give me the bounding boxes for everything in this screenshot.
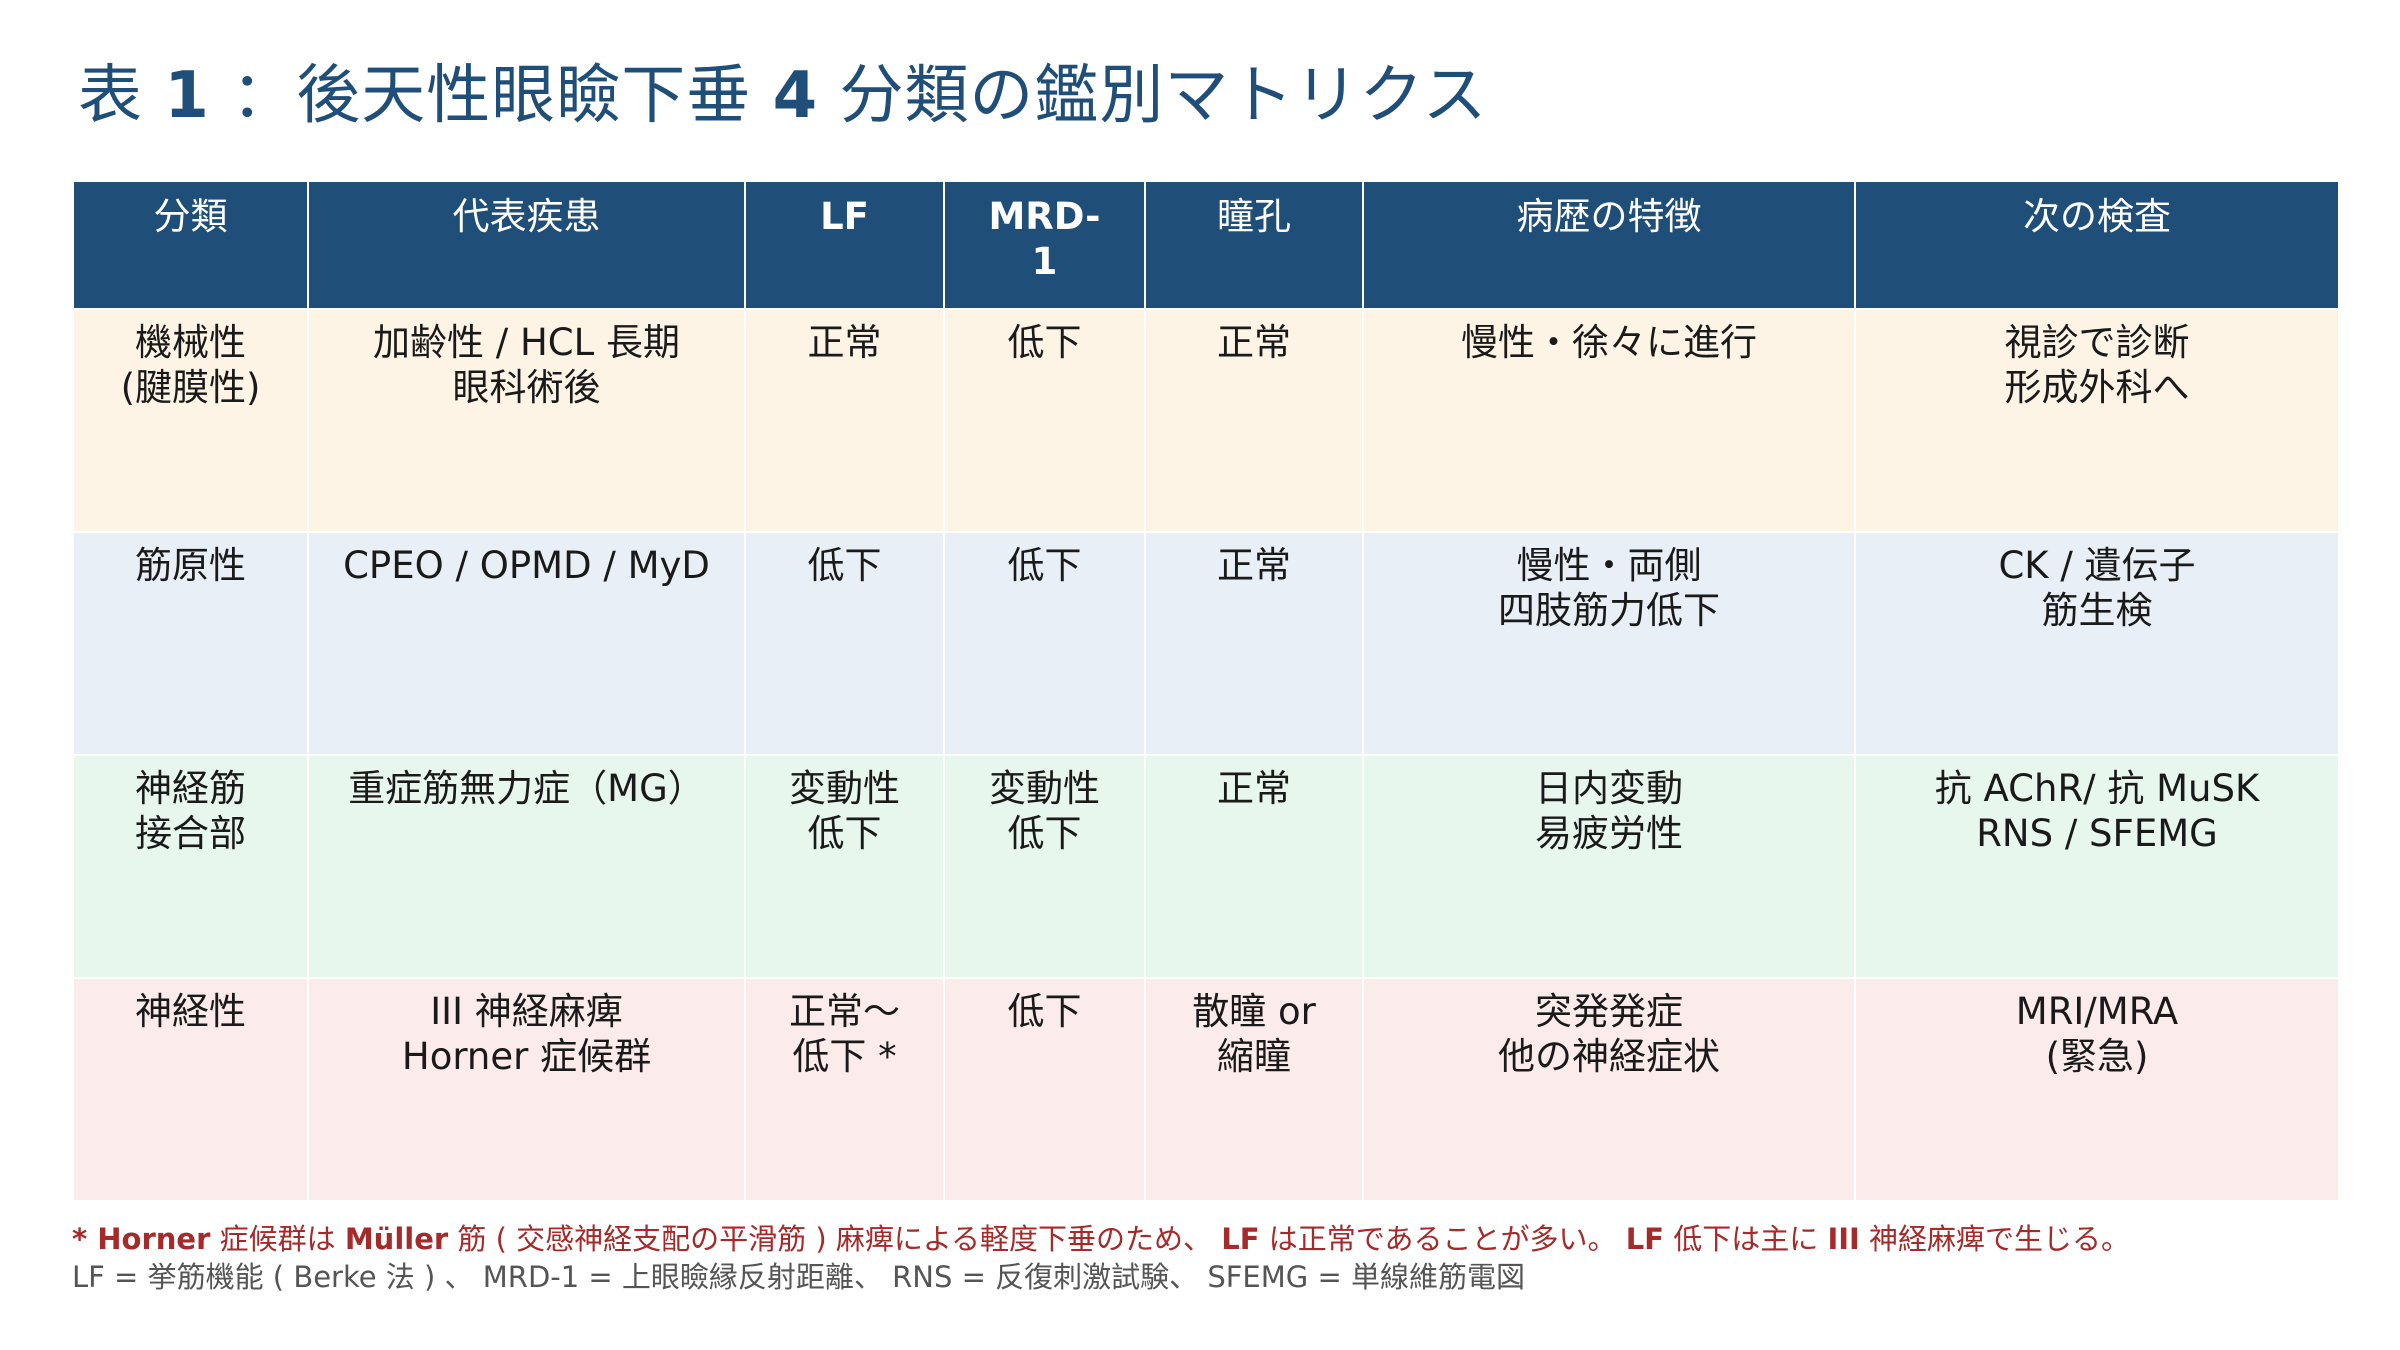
table-cell: 神経性 xyxy=(72,977,309,1202)
footnote-part: 神経麻痺で生じる。 xyxy=(1859,1222,2131,1256)
table-cell: CK / 遺伝子 筋生検 xyxy=(1854,531,2340,756)
table-cell: 低下 xyxy=(943,308,1146,533)
footnote-abbreviations: LF = 挙筋機能 ( Berke 法 ) 、 MRD-1 = 上眼瞼縁反射距離… xyxy=(72,1260,1525,1294)
table-cell: 正常 xyxy=(744,308,945,533)
header-next-test: 次の検査 xyxy=(1854,180,2340,310)
differential-matrix-table: 分類 代表疾患 LF MRD- 1 瞳孔 病歴の特徴 次の検査 機械性 (腱膜性… xyxy=(72,180,2340,1202)
table-cell: 正常 xyxy=(1144,754,1364,979)
table-cell: 正常 xyxy=(1144,308,1364,533)
title-count: 4 xyxy=(772,59,819,133)
footnote-part: LF xyxy=(1625,1222,1664,1256)
header-disease: 代表疾患 xyxy=(307,180,746,310)
table-cell: 低下 xyxy=(943,977,1146,1202)
table-cell: 正常 xyxy=(1144,531,1364,756)
table-cell: III 神経麻痺 Horner 症候群 xyxy=(307,977,746,1202)
table-cell: 視診で診断 形成外科へ xyxy=(1854,308,2340,533)
table-cell: 筋原性 xyxy=(72,531,309,756)
table-row-myogenic: 筋原性 CPEO / OPMD / MyD 低下 低下 正常 慢性・両側 四肢筋… xyxy=(72,531,2340,756)
header-lf: LF xyxy=(744,180,945,310)
table-cell: 低下 xyxy=(943,531,1146,756)
table-cell: MRI/MRA (緊急) xyxy=(1854,977,2340,1202)
table-cell: 加齢性 / HCL 長期 眼科術後 xyxy=(307,308,746,533)
header-history: 病歴の特徴 xyxy=(1362,180,1856,310)
table-cell: 神経筋 接合部 xyxy=(72,754,309,979)
table-cell: 正常〜 低下 * xyxy=(744,977,945,1202)
table-cell: CPEO / OPMD / MyD xyxy=(307,531,746,756)
title-number: 1 xyxy=(164,59,210,133)
footnote-part: 症候群は xyxy=(210,1222,345,1256)
footnote-part: 低下は主に xyxy=(1664,1222,1828,1256)
table-cell: 突発発症 他の神経症状 xyxy=(1362,977,1856,1202)
table-cell: 抗 AChR/ 抗 MuSK RNS / SFEMG xyxy=(1854,754,2340,979)
header-category: 分類 xyxy=(72,180,309,310)
table-row-nmj: 神経筋 接合部 重症筋無力症（MG） 変動性 低下 変動性 低下 正常 日内変動… xyxy=(72,754,2340,979)
footnote-horner: * Horner 症候群は Müller 筋 ( 交感神経支配の平滑筋 ) 麻痺… xyxy=(72,1216,2130,1258)
table-cell: 慢性・両側 四肢筋力低下 xyxy=(1362,531,1856,756)
title-prefix: 表 xyxy=(78,59,143,133)
table-cell: 変動性 低下 xyxy=(744,754,945,979)
table-row-mechanical: 機械性 (腱膜性) 加齢性 / HCL 長期 眼科術後 正常 低下 正常 慢性・… xyxy=(72,308,2340,533)
title-suffix: 分類の鑑別マトリクス xyxy=(839,59,1488,133)
footnote-part: は正常であることが多い。 xyxy=(1259,1222,1626,1256)
table-cell: 散瞳 or 縮瞳 xyxy=(1144,977,1364,1202)
footnote-part: 筋 ( 交感神経支配の平滑筋 ) 麻痺による軽度下垂のため、 xyxy=(448,1222,1222,1256)
table-cell: 日内変動 易疲労性 xyxy=(1362,754,1856,979)
footnote-part: * Horner xyxy=(72,1222,211,1256)
table-cell: 低下 xyxy=(744,531,945,756)
page-title: 表 1 ：後天性眼瞼下垂 4 分類の鑑別マトリクス xyxy=(78,44,1488,136)
table-cell: 慢性・徐々に進行 xyxy=(1362,308,1856,533)
table-cell: 機械性 (腱膜性) xyxy=(72,308,309,533)
header-pupil: 瞳孔 xyxy=(1144,180,1364,310)
footnote-part: III xyxy=(1827,1222,1860,1256)
header-mrd1: MRD- 1 xyxy=(943,180,1146,310)
footnote-part: Müller xyxy=(344,1222,449,1256)
table-cell: 変動性 低下 xyxy=(943,754,1146,979)
table-header-row: 分類 代表疾患 LF MRD- 1 瞳孔 病歴の特徴 次の検査 xyxy=(72,180,2340,310)
title-text: ：後天性眼瞼下垂 xyxy=(231,59,752,133)
table-row-neurogenic: 神経性 III 神経麻痺 Horner 症候群 正常〜 低下 * 低下 散瞳 o… xyxy=(72,977,2340,1202)
footnote-part: LF xyxy=(1221,1222,1260,1256)
table-cell: 重症筋無力症（MG） xyxy=(307,754,746,979)
